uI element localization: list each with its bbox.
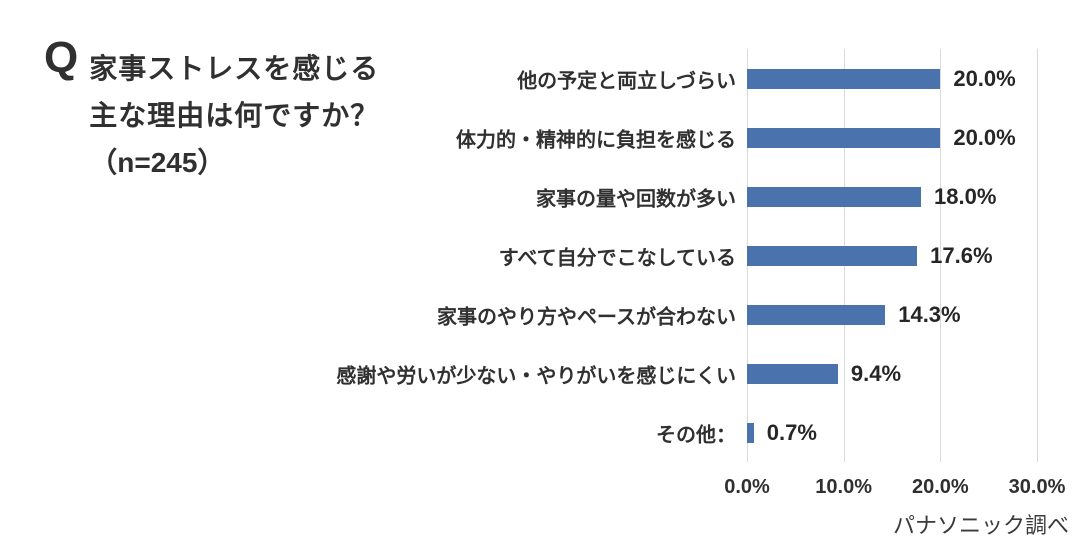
question-block: Q 家事ストレスを感じる 主な理由は何ですか？ （n=245） — [44, 36, 379, 186]
question-line-1: 家事ストレスを感じる — [89, 53, 380, 84]
value-label: 18.0% — [934, 183, 997, 209]
value-label: 20.0% — [953, 65, 1016, 91]
question-text: 家事ストレスを感じる 主な理由は何ですか？ （n=245） — [89, 45, 379, 186]
category-label: 家事の量や回数が多い — [536, 188, 736, 210]
value-label: 17.6% — [930, 242, 993, 268]
bar-row: 他の予定と両立しづらい 20.0% — [517, 49, 1037, 108]
category-label: すべて自分でこなしている — [498, 247, 736, 269]
value-label: 0.7% — [766, 419, 817, 445]
category-label: 感謝や労いが少ない・やりがいを感じにくい — [336, 365, 736, 387]
value-label: 14.3% — [898, 301, 961, 327]
value-label: 20.0% — [953, 124, 1016, 150]
bar — [747, 422, 754, 443]
x-axis: 0.0% 10.0% 20.0% 30.0% — [724, 476, 1065, 502]
x-tick-label: 10.0% — [815, 476, 873, 498]
gridline — [940, 49, 942, 462]
bar-row: すべて自分でこなしている 17.6% — [499, 226, 1037, 285]
value-label: 9.4% — [850, 360, 902, 386]
bar — [747, 186, 921, 207]
plot-area: 他の予定と両立しづらい 20.0% 体力的・精神的に負担を感じる 20.0% 家事の量や… — [336, 49, 1038, 462]
bar-row: 家事のやり方やペースが合わない 14.3% — [437, 285, 1037, 344]
question-line-2: 主な理由は何ですか？ — [89, 100, 380, 131]
sample-size: （n=245） — [89, 147, 226, 178]
bar-rows: 他の予定と両立しづらい 20.0% 体力的・精神的に負担を感じる 20.0% 家事の量や… — [336, 49, 1037, 462]
source-note: パナソニック調べ — [892, 513, 1069, 538]
x-tick-label: 20.0% — [911, 476, 969, 498]
x-tick-label: 30.0% — [1008, 476, 1066, 498]
category-label: その他： — [656, 424, 736, 446]
bar — [747, 245, 918, 266]
bar — [747, 363, 838, 384]
bar — [747, 304, 886, 325]
bar-row: 家事の量や回数が多い 18.0% — [536, 167, 1037, 226]
category-label: 家事のやり方やペースが合わない — [437, 306, 736, 328]
bar — [747, 68, 941, 89]
category-label: 他の予定と両立しづらい — [517, 70, 736, 92]
x-tick-label: 0.0% — [724, 476, 770, 498]
gridline — [1037, 49, 1038, 462]
category-label: 体力的・精神的に負担を感じる — [456, 129, 736, 151]
bar-row: その他： 0.7% — [656, 403, 1037, 462]
question-q-mark: Q — [44, 33, 79, 82]
bar — [747, 127, 941, 148]
bar-row: 感謝や労いが少ない・やりがいを感じにくい 9.4% — [336, 344, 1037, 403]
bar-row: 体力的・精神的に負担を感じる 20.0% — [456, 108, 1037, 167]
